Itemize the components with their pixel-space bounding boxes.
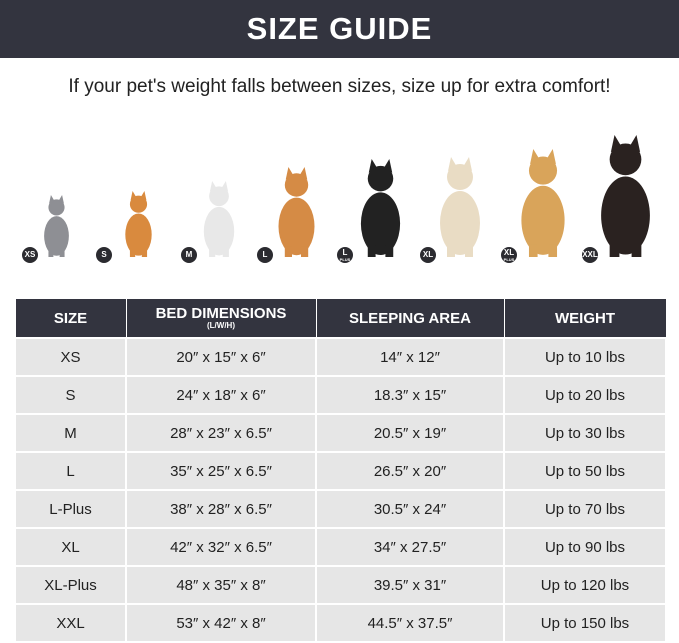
table-cell: XL-Plus xyxy=(14,565,127,605)
column-header-label: SLEEPING AREA xyxy=(349,309,471,327)
badge-label: L xyxy=(342,248,348,257)
table-cell: 24″ x 18″ x 6″ xyxy=(125,375,317,415)
badge-label: M xyxy=(185,250,193,259)
pet-image-doberman xyxy=(595,135,656,262)
column-header-label: SIZE xyxy=(53,309,88,327)
table-cell: Up to 30 lbs xyxy=(503,413,667,453)
pet-image-golden-retriever xyxy=(516,149,570,262)
size-badge: XS xyxy=(22,247,38,263)
size-badge: L PLUS xyxy=(337,247,353,263)
pet-image-french-bulldog xyxy=(200,181,238,262)
table-cell: Up to 150 lbs xyxy=(503,603,667,643)
badge-label: L xyxy=(262,250,268,259)
column-header: WEIGHT xyxy=(503,298,667,339)
table-cell: 44.5″ x 37.5″ xyxy=(315,603,505,643)
column-header: SLEEPING AREA xyxy=(315,298,505,339)
pet-image-cat xyxy=(41,195,72,262)
table-row: XXL 53″ x 42″ x 8″ 44.5″ x 37.5″ Up to 150 … xyxy=(14,603,667,643)
table-row: S 24″ x 18″ x 6″ 18.3″ x 15″ Up to 20 lbs xyxy=(14,375,667,415)
size-badge: XXL xyxy=(582,247,598,263)
table-cell: 34″ x 27.5″ xyxy=(315,527,505,567)
table-row: XL-Plus 48″ x 35″ x 8″ 39.5″ x 31″ Up to 12… xyxy=(14,565,667,605)
table-cell: 48″ x 35″ x 8″ xyxy=(125,565,317,605)
table-cell: 35″ x 25″ x 6.5″ xyxy=(125,451,317,491)
table-cell: 20″ x 15″ x 6″ xyxy=(125,337,317,377)
size-badge: L xyxy=(257,247,273,263)
table-cell: XL xyxy=(14,527,127,567)
table-row: XS 20″ x 15″ x 6″ 14″ x 12″ Up to 10 lbs xyxy=(14,337,667,377)
column-header-label: BED DIMENSIONS xyxy=(155,305,287,322)
table-cell: Up to 10 lbs xyxy=(503,337,667,377)
table-cell: Up to 50 lbs xyxy=(503,451,667,491)
badge-sublabel: PLUS xyxy=(339,257,351,262)
column-header: SIZE xyxy=(14,298,127,339)
page-title: SIZE GUIDE xyxy=(0,0,679,58)
table-cell: 53″ x 42″ x 8″ xyxy=(125,603,317,643)
table-cell: 18.3″ x 15″ xyxy=(315,375,505,415)
table-cell: Up to 90 lbs xyxy=(503,527,667,567)
size-table: SIZE BED DIMENSIONS (L/W/H) SLEEPING AREA WE… xyxy=(14,298,667,643)
badge-label: XL xyxy=(422,250,434,259)
table-cell: M xyxy=(14,413,127,453)
column-header-label: WEIGHT xyxy=(555,309,615,327)
pet-image-border-collie xyxy=(356,159,405,262)
badge-label: XL xyxy=(503,248,515,257)
table-cell: S xyxy=(14,375,127,415)
pet-image-pomeranian xyxy=(122,191,155,262)
table-row: XL 42″ x 32″ x 6.5″ 34″ x 27.5″ Up to 90 lb… xyxy=(14,527,667,567)
table-cell: 28″ x 23″ x 6.5″ xyxy=(125,413,317,453)
pet-image-shiba-inu xyxy=(274,167,319,262)
table-cell: Up to 120 lbs xyxy=(503,565,667,605)
column-header: BED DIMENSIONS (L/W/H) xyxy=(125,298,317,339)
table-cell: Up to 70 lbs xyxy=(503,489,667,529)
table-cell: 39.5″ x 31″ xyxy=(315,565,505,605)
table-cell: L-Plus xyxy=(14,489,127,529)
pet-lineup xyxy=(0,135,679,270)
table-cell: 14″ x 12″ xyxy=(315,337,505,377)
badge-sublabel: PLUS xyxy=(503,257,515,262)
table-cell: L xyxy=(14,451,127,491)
table-cell: 20.5″ x 19″ xyxy=(315,413,505,453)
pet-image-labrador xyxy=(435,157,485,262)
subtitle: If your pet's weight falls between sizes… xyxy=(68,76,611,97)
table-cell: XS xyxy=(14,337,127,377)
table-cell: 30.5″ x 24″ xyxy=(315,489,505,529)
table-cell: XXL xyxy=(14,603,127,643)
size-badge: XL PLUS xyxy=(501,247,517,263)
table-row: L-Plus 38″ x 28″ x 6.5″ 30.5″ x 24″ Up to 7… xyxy=(14,489,667,529)
badge-label: XS xyxy=(24,250,36,259)
badge-label: S xyxy=(101,250,107,259)
table-cell: Up to 20 lbs xyxy=(503,375,667,415)
table-row: M 28″ x 23″ x 6.5″ 20.5″ x 19″ Up to 30 lbs xyxy=(14,413,667,453)
table-cell: 26.5″ x 20″ xyxy=(315,451,505,491)
badge-label: XXL xyxy=(582,250,598,259)
column-header-sublabel: (L/W/H) xyxy=(207,321,235,330)
size-badge: XL xyxy=(420,247,436,263)
size-badge: S xyxy=(96,247,112,263)
size-badge: M xyxy=(181,247,197,263)
table-cell: 42″ x 32″ x 6.5″ xyxy=(125,527,317,567)
table-cell: 38″ x 28″ x 6.5″ xyxy=(125,489,317,529)
table-row: L 35″ x 25″ x 6.5″ 26.5″ x 20″ Up to 50 lbs xyxy=(14,451,667,491)
